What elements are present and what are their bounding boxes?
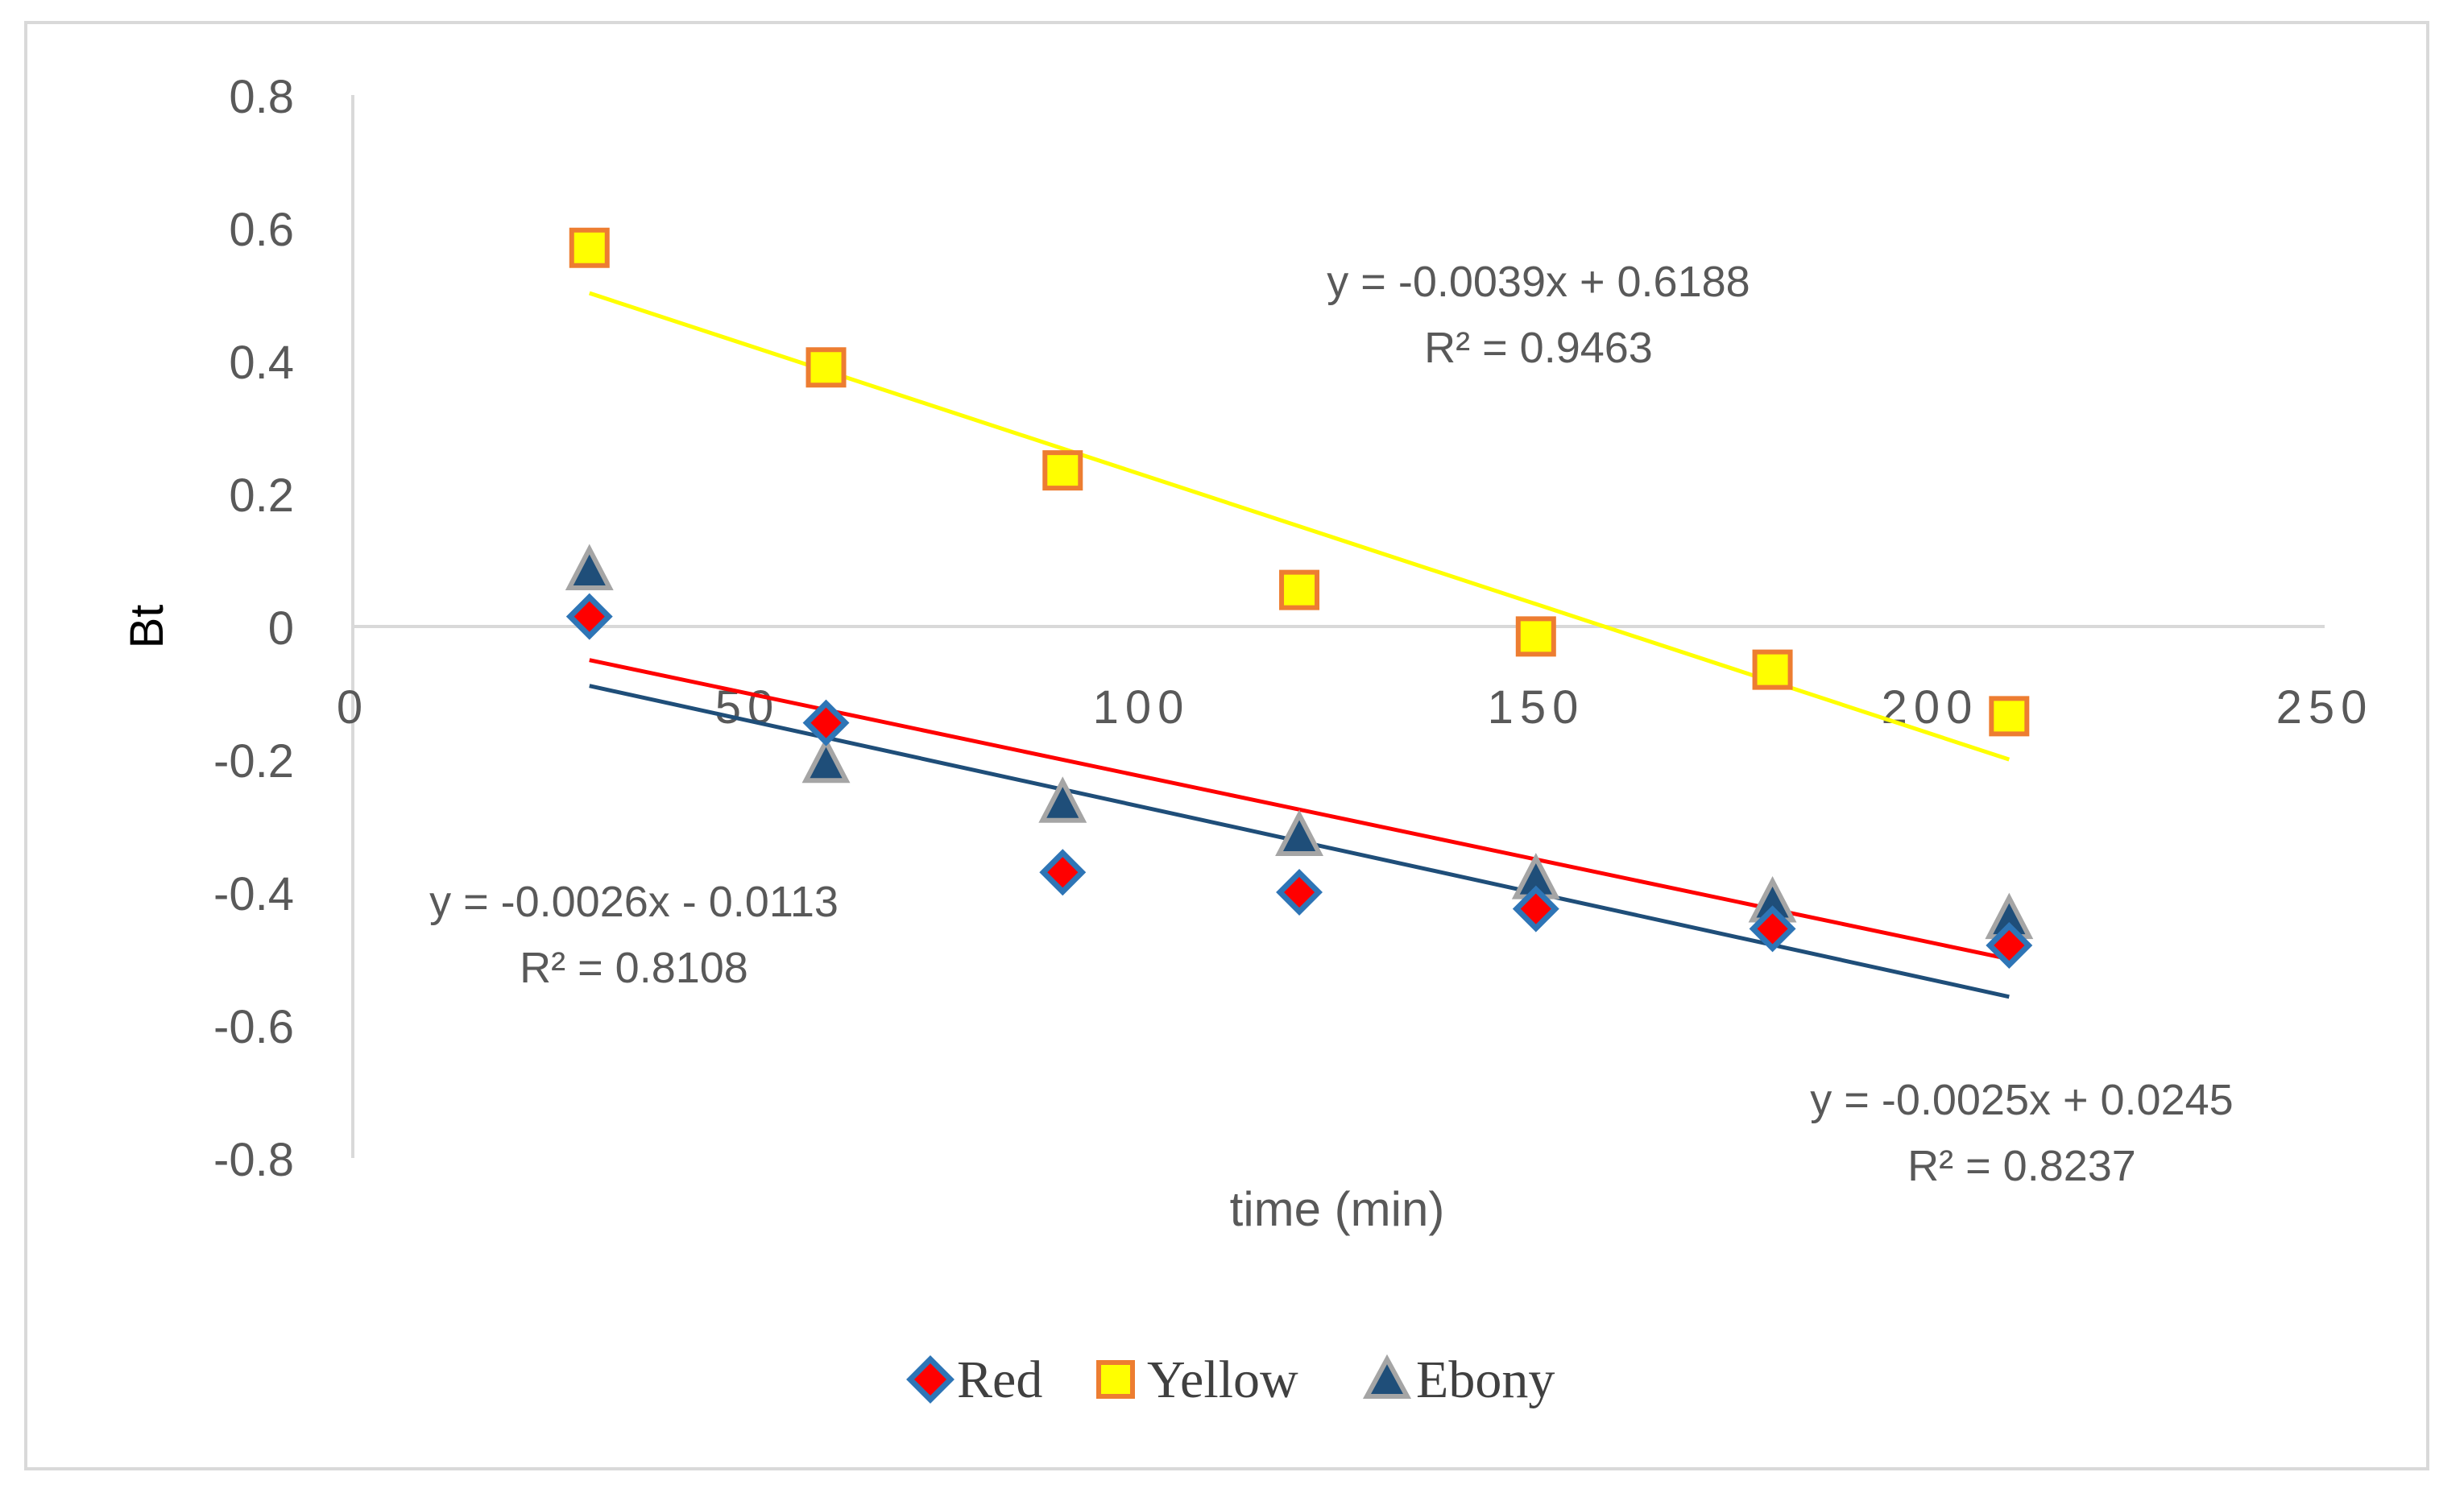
- data-markers: [565, 227, 2034, 969]
- yellow-r2-text: R² = 0.9463: [1424, 324, 1653, 372]
- data-point-red: [802, 699, 850, 746]
- data-point-yellow: [1042, 450, 1083, 491]
- legend-marker-ebony: [1362, 1354, 1412, 1399]
- legend-item-red: Red: [906, 1350, 1042, 1409]
- y-tick-label: -0.2: [213, 735, 294, 788]
- ebony-equation: y = -0.0026x - 0.0113 R² = 0.8108: [429, 878, 839, 992]
- yellow-equation: y = -0.0039x + 0.6188 R² = 0.9463: [1327, 258, 1750, 372]
- data-point-yellow: [1515, 616, 1556, 657]
- data-point-ebony: [1038, 776, 1087, 823]
- data-point-ebony: [565, 544, 614, 590]
- y-tick-label: 0: [268, 602, 294, 655]
- trendline-yellow: [588, 291, 2011, 762]
- x-tick-label: 200: [1882, 681, 1979, 734]
- legend-item-ebony: Ebony: [1362, 1350, 1555, 1409]
- data-point-red: [565, 593, 613, 640]
- x-axis-title: time (min): [1230, 1182, 1445, 1236]
- data-point-yellow: [805, 347, 847, 388]
- legend-marker-red: [906, 1355, 955, 1404]
- x-tick-label: 150: [1488, 681, 1585, 734]
- y-tick-label: 0.4: [229, 337, 294, 389]
- data-point-red: [1986, 922, 2033, 969]
- x-tick-label: 100: [1093, 681, 1191, 734]
- y-tick-label: -0.4: [213, 868, 294, 920]
- chart-area: [24, 21, 2429, 1470]
- data-point-yellow: [569, 227, 610, 268]
- data-point-red: [1512, 885, 1559, 933]
- ebony-equation-text: y = -0.0026x - 0.0113: [429, 878, 839, 926]
- red-r2-text: R² = 0.8237: [1907, 1142, 2136, 1190]
- legend-label-red: Red: [957, 1350, 1042, 1409]
- data-point-red: [1039, 849, 1087, 896]
- yellow-equation-text: y = -0.0039x + 0.6188: [1327, 258, 1750, 306]
- data-point-red: [1749, 905, 1796, 953]
- data-point-yellow: [1279, 569, 1320, 610]
- data-point-red: [1276, 869, 1323, 916]
- y-axis-title: Bt: [121, 605, 173, 649]
- legend-item-yellow: Yellow: [1096, 1350, 1298, 1409]
- legend: Red Yellow Ebony: [906, 1350, 1555, 1409]
- y-tick-labels: 0.8 0.6 0.4 0.2 0 -0.2 -0.4 -0.6 -0.8: [213, 71, 294, 1186]
- x-tick-labels: 0 50 100 150 200 250: [337, 681, 2374, 734]
- y-tick-label: 0.6: [229, 204, 294, 256]
- legend-label-ebony: Ebony: [1416, 1350, 1555, 1409]
- data-point-yellow: [1989, 696, 2030, 737]
- y-tick-label: 0.8: [229, 71, 294, 123]
- y-tick-label: 0.2: [229, 469, 294, 522]
- legend-label-yellow: Yellow: [1147, 1350, 1298, 1409]
- ebony-r2-text: R² = 0.8108: [520, 944, 748, 992]
- red-equation: y = -0.0025x + 0.0245 R² = 0.8237: [1810, 1076, 2233, 1190]
- red-equation-text: y = -0.0025x + 0.0245: [1810, 1076, 2233, 1124]
- data-point-yellow: [1752, 649, 1793, 690]
- legend-marker-yellow: [1096, 1360, 1135, 1399]
- y-tick-label: -0.6: [213, 1001, 294, 1053]
- x-tick-label: 0: [337, 681, 369, 734]
- x-tick-label: 250: [2276, 681, 2374, 734]
- y-tick-label: -0.8: [213, 1134, 294, 1186]
- data-point-ebony: [801, 736, 851, 784]
- data-point-ebony: [1275, 809, 1323, 856]
